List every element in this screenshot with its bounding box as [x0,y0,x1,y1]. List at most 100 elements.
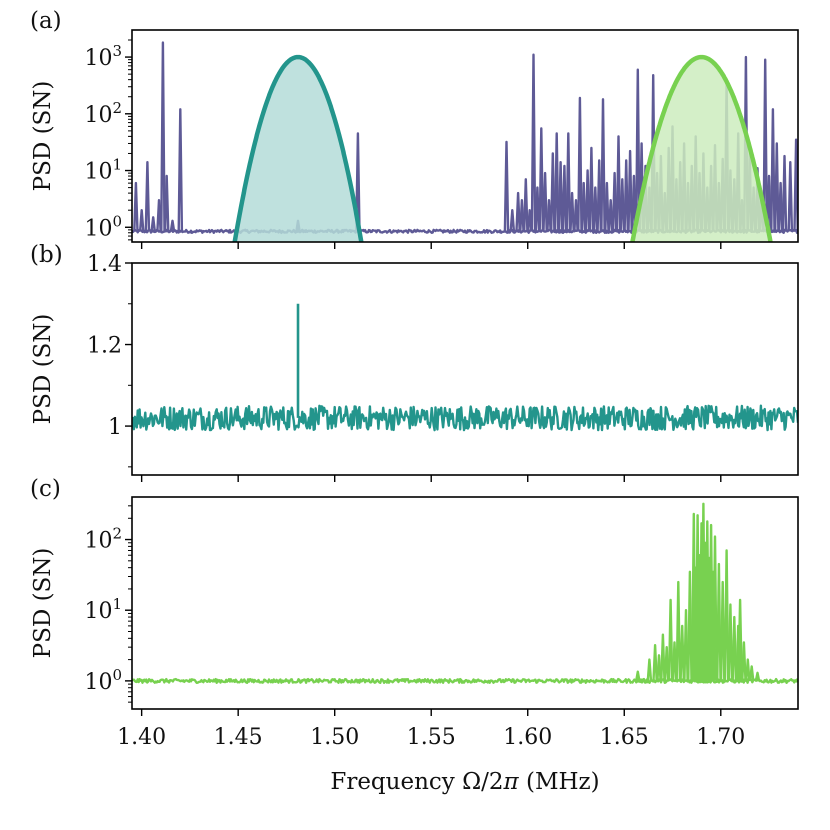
panel-a-xticks [140,242,722,249]
x-tick-label: 1.65 [600,725,649,750]
y-tick-label: 100 [84,666,122,695]
spectrum-peak [679,624,685,681]
spectrum-peak [727,603,734,681]
spectrum-peak [156,199,162,232]
spectrum-peak [787,161,794,232]
spectrum-peak [523,178,529,232]
spectrum-peak [577,96,583,232]
spectrum-peak [569,191,575,232]
spectrum-peak [656,654,662,681]
spectrum-peak [748,665,755,682]
panel-b: 1 1.2 1.4 (b) PSD (SN) [30,242,799,482]
spectrum-peak [553,132,560,232]
spectrum-peak [687,570,693,681]
x-tick-label: 1.60 [503,725,552,750]
spectrum-peak [177,108,184,232]
panel-c-ylabel: PSD (SN) [30,548,56,659]
y-tick-exponent: 1 [112,595,122,613]
spectrum-peak [150,216,156,232]
spectrum-peak [550,152,556,232]
y-tick-exponent: 0 [112,666,122,684]
x-axis-label-units: (MHz) [519,769,600,795]
panel-b-frame [131,262,799,476]
spectrum-peak [542,171,548,232]
spectrum-peak [737,598,743,681]
spectrum-peak [766,174,772,232]
panel-a-label: (a) [30,8,62,34]
y-tick-label: 102 [84,525,122,554]
spectrum-peak [607,199,614,232]
spectrum-peak [515,191,521,232]
spectrum-peak [534,186,541,232]
y-tick-exponent: 2 [112,99,122,117]
panel-c-frame [131,496,799,710]
y-tick-label: 103 [84,42,122,71]
y-tick-base: 10 [84,529,112,554]
y-tick-label: 1 [108,415,122,440]
panel-a-ylabel: PSD (SN) [30,81,56,192]
spectrum-peak [623,159,629,232]
spectrum-peak [565,132,572,232]
spectrum-peak [133,181,139,232]
spectrum-peak [781,154,788,232]
spectrum-peak [660,633,666,681]
spectrum-peak [777,181,784,232]
y-tick-exponent: 0 [112,212,122,230]
spectrum-peak [631,174,637,232]
spectrum-peak [138,209,145,232]
y-tick-exponent: 2 [112,525,122,543]
spectrum-peak [627,149,633,232]
filter-fill-filter-1 [234,57,362,242]
spectrum-peak [635,670,641,682]
spectrum-peak [754,671,761,682]
spectrum-peak [580,181,587,232]
spectrum-peak [719,580,726,681]
spectrum-peak [355,132,361,232]
spectrum-peak [731,615,738,681]
y-tick-label: 101 [84,595,122,624]
spectrum-peak [770,108,776,232]
spectrum-peak [619,178,626,232]
y-tick-exponent: 1 [112,156,122,174]
panel-a-plot [132,41,798,242]
spectrum-peak [671,641,678,681]
spectrum-peak [561,164,568,232]
spectrum-peak [745,658,751,681]
x-axis-label-main: Frequency Ω/2 [330,769,503,795]
filter-curve-filter-1 [232,54,364,242]
y-tick-base: 10 [84,46,112,71]
spectrum-peak [546,199,552,232]
spectrum-peak [588,146,595,232]
panel-c-xticks: 1.40 1.45 1.50 1.55 1.60 1.65 1.70 [117,709,745,750]
y-tick-base: 10 [84,160,112,185]
y-tick-label: 1.4 [87,252,122,277]
spectrum-peak [557,161,564,232]
spectrum-peak [144,161,151,232]
spectrum-peak [667,598,674,681]
y-tick-label: 102 [84,99,122,128]
spectrum-peak [509,209,516,232]
panel-c-plot [132,502,798,684]
x-tick-label: 1.50 [310,725,359,750]
filter-fill-filter-2 [632,57,771,242]
spectrum-peak [635,68,641,232]
panel-b-plot [132,303,798,432]
y-tick-label: 100 [84,212,122,241]
spectrum-peak [712,535,718,681]
y-tick-base: 10 [84,599,112,624]
filter-curve-filter-2 [630,54,773,242]
y-tick-label: 101 [84,156,122,185]
spectrum-peak [675,580,682,681]
y-tick-label: 1.2 [87,334,122,359]
x-tick-label: 1.45 [214,725,263,750]
spectrum-peak [615,135,622,232]
x-tick-label: 1.55 [407,725,456,750]
spectrum-peak [793,138,798,232]
spectrum-peak [573,199,579,232]
spectrum-peak [741,641,747,681]
spectrum-peak [596,159,602,232]
